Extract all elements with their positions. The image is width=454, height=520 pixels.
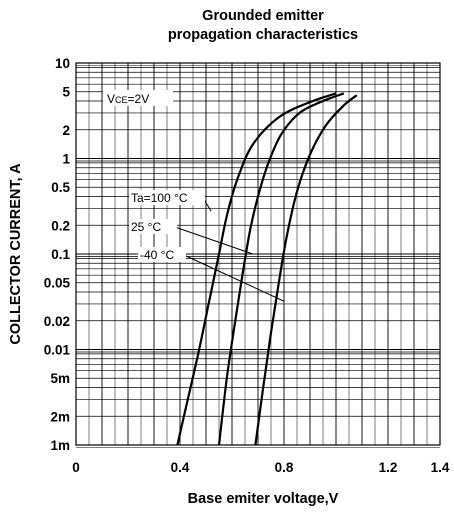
- plot-frame: [75, 62, 441, 446]
- annotation-bg: [129, 219, 177, 234]
- series-annotation: 25 °C: [131, 220, 161, 234]
- annotation-leader: [174, 226, 253, 255]
- y-tick-label: 2: [62, 123, 70, 138]
- series-annotations: Ta=100 °C 25 °C -40 °C: [129, 190, 285, 302]
- y-tick-label: 0.05: [44, 276, 71, 291]
- y-tick-label: 0.02: [44, 314, 70, 329]
- grid: [76, 62, 440, 448]
- y-tick-label: 5m: [50, 371, 70, 386]
- x-tick-label: 1.4: [431, 460, 450, 475]
- y-tick-label: 0.5: [51, 180, 70, 195]
- series-line-1: [176, 92, 337, 446]
- x-tick-labels: 0 0.4 0.8 1.2 1.4: [72, 460, 450, 475]
- y-tick-label: 1m: [50, 438, 70, 453]
- x-tick-label: 0: [72, 460, 80, 475]
- series: [176, 92, 358, 446]
- y-axis-label: COLLECTOR CURRENT, A: [8, 163, 24, 345]
- series-annotation: Ta=100 °C: [131, 191, 188, 205]
- condition-label: VCE=2V: [107, 92, 149, 106]
- y-tick-label: 1: [62, 152, 70, 167]
- series-line-2: [217, 92, 345, 446]
- y-tick-labels: 10 5 2 1 0.5 0.2 0.1 0.05 0.02 0.01 5m 2m 1m: [44, 56, 71, 453]
- y-tick-label: 10: [55, 56, 70, 71]
- annotation-leader: [183, 254, 285, 302]
- y-tick-label: 0.2: [51, 218, 70, 233]
- y-tick-label: 2m: [50, 409, 70, 424]
- chart-title-line-1: Grounded emitter: [202, 8, 324, 24]
- annotation-bg: [129, 190, 205, 205]
- y-tick-label: 5: [62, 85, 70, 100]
- x-tick-label: 0.8: [275, 460, 294, 475]
- x-tick-label: 1.2: [379, 460, 398, 475]
- annotation-bg: [138, 247, 186, 262]
- x-tick-label: 0.4: [171, 460, 190, 475]
- condition-box: VCE=2V: [103, 90, 173, 106]
- x-axis-label: Base emiter voltage,V: [188, 491, 339, 507]
- series-line-3: [254, 94, 358, 446]
- series-annotation: -40 °C: [140, 248, 174, 262]
- y-tick-label: 0.1: [51, 247, 70, 262]
- y-tick-label: 0.01: [44, 343, 71, 358]
- chart-title-line-2: propagation characteristics: [168, 27, 358, 43]
